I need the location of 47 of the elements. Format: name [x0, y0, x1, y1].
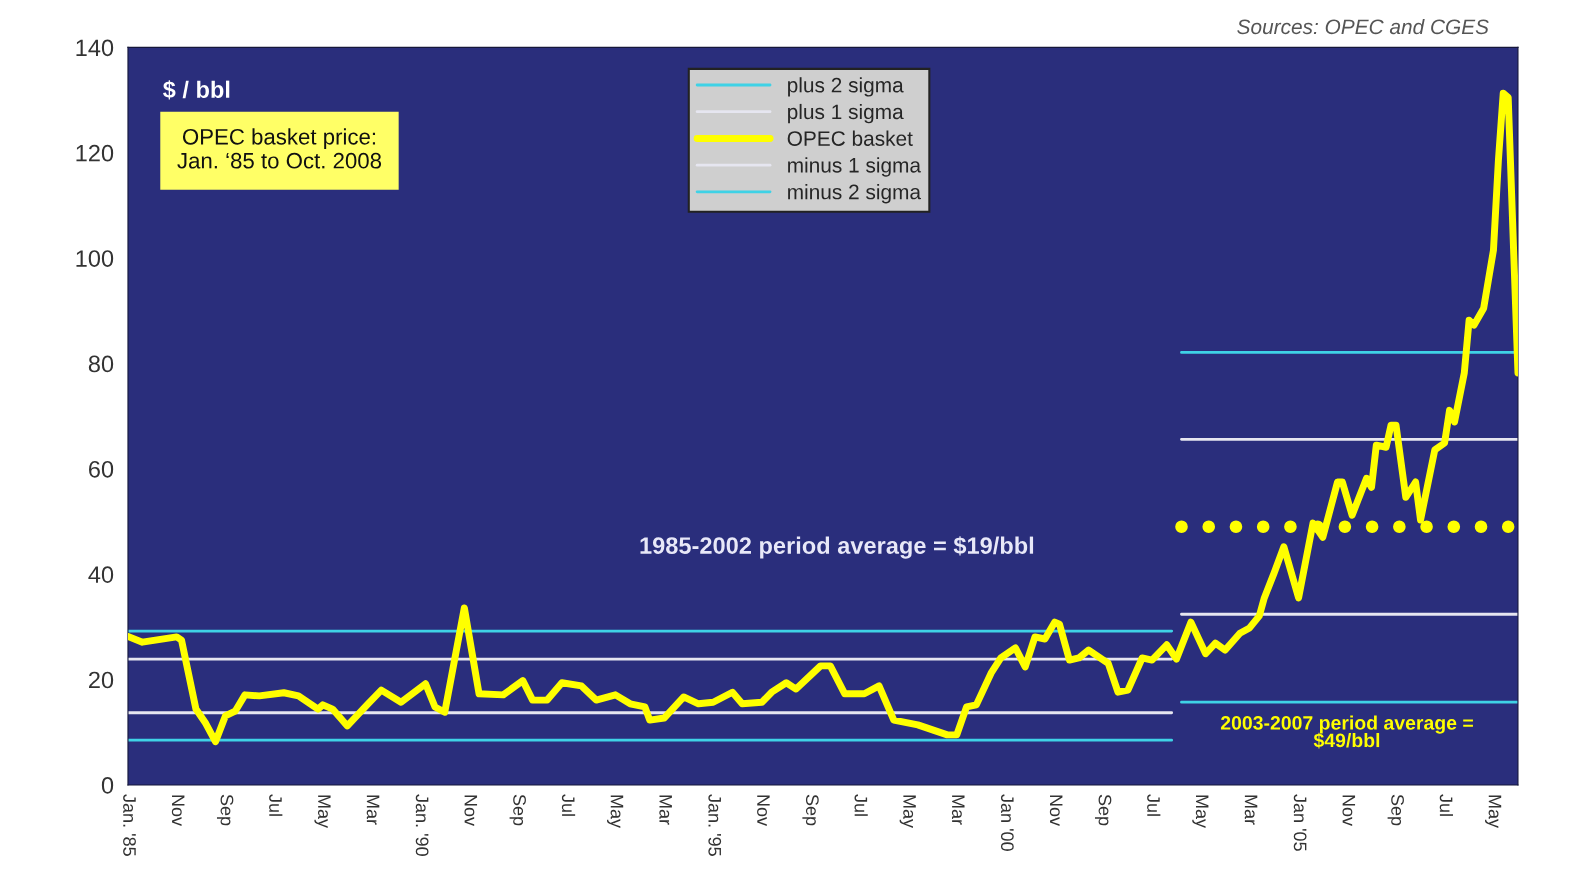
y-tick-label: 120 [76, 144, 114, 162]
x-tick-label: Jan. '95 [708, 794, 722, 856]
legend-label: minus 1 sigma [788, 157, 922, 177]
x-tick-label: Nov [464, 795, 478, 827]
y-tick-label: 100 [76, 250, 114, 267]
x-tick-label: Jul [561, 794, 576, 816]
annotation: 1985-2002 period average = $19/bbl [640, 536, 1034, 559]
x-tick-label: Mar [659, 795, 672, 825]
x-tick-label: Mar [366, 795, 380, 825]
y-tick-label: 80 [88, 355, 114, 373]
x-tick-label: May [1192, 795, 1209, 829]
x-tick-label: Nov [1049, 795, 1063, 827]
y-tick-label: 140 [76, 39, 114, 57]
y-tick-label: 40 [88, 566, 114, 583]
x-tick-label: Nov [757, 795, 770, 827]
x-tick-label: Sep [1387, 794, 1404, 826]
legend-label: OPEC basket [787, 130, 913, 146]
x-tick-label: Sep [1094, 794, 1112, 826]
legend-label: plus 1 sigma [788, 103, 904, 124]
x-tick-label: Sep [802, 794, 819, 826]
x-tick-label: Mar [951, 795, 965, 825]
y-tick-label: 60 [89, 460, 114, 478]
x-tick-label: Jan '00 [1000, 794, 1014, 851]
x-tick-label: May [899, 795, 916, 829]
x-tick-label: Sep [509, 794, 526, 826]
x-tick-label: Jul [1439, 794, 1453, 816]
x-tick-label: Jan. '90 [415, 794, 429, 856]
x-tick-label: Jul [854, 794, 868, 816]
x-tick-label: Sep [216, 794, 234, 826]
y-tick-label: 0 [101, 777, 114, 794]
x-tick-label: Nov [1342, 795, 1356, 827]
legend-label: minus 2 sigma [788, 184, 922, 204]
x-tick-label: Jan. '85 [123, 794, 136, 856]
y-tick-label: 20 [89, 671, 114, 689]
text: OPEC basket price: Jan. ‘85 to Oct. 2008 [177, 128, 382, 169]
annotation: 2003-2007 period average = $49/bbl [1220, 715, 1473, 749]
legend-label: plus 2 sigma [788, 77, 904, 97]
source-note: Sources: OPEC and CGES [1237, 18, 1489, 35]
x-tick-label: Mar [1244, 795, 1258, 825]
y-axis-title: $ / bbl [163, 80, 230, 100]
x-tick-label: May [314, 795, 331, 829]
x-tick-label: Jul [269, 794, 283, 816]
x-tick-label: Jul [1147, 794, 1161, 816]
x-tick-label: May [1485, 795, 1502, 829]
x-tick-label: Nov [171, 795, 185, 827]
x-tick-label: May [607, 795, 624, 829]
x-tick-label: Jan '05 [1293, 794, 1307, 851]
